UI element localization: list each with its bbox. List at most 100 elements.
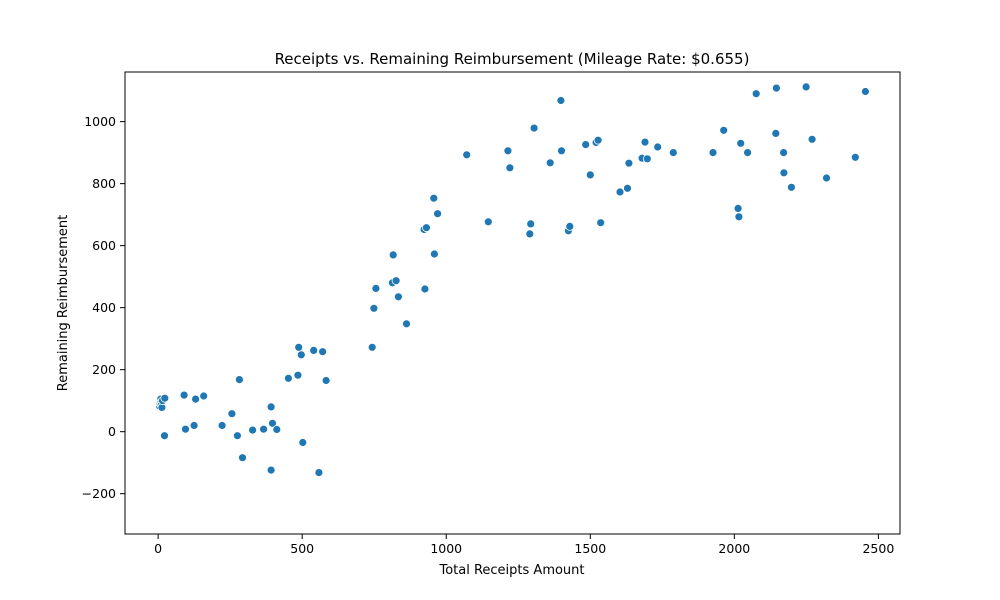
x-axis-label: Total Receipts Amount bbox=[438, 563, 584, 578]
data-point bbox=[321, 376, 331, 385]
data-point bbox=[266, 465, 276, 475]
data-point bbox=[505, 163, 515, 173]
data-point bbox=[294, 342, 304, 352]
data-point bbox=[801, 82, 811, 92]
x-tick-label: 1500 bbox=[574, 541, 606, 556]
data-point bbox=[298, 438, 308, 447]
data-point bbox=[779, 148, 788, 158]
data-point bbox=[367, 342, 377, 352]
data-point bbox=[733, 203, 743, 213]
data-point bbox=[640, 137, 650, 147]
data-point bbox=[429, 249, 439, 259]
data-point bbox=[160, 393, 170, 403]
data-point bbox=[807, 134, 817, 144]
data-point bbox=[217, 421, 227, 430]
data-point bbox=[402, 319, 411, 329]
data-point bbox=[615, 187, 625, 197]
plot-frame bbox=[124, 71, 901, 535]
data-point bbox=[248, 425, 258, 435]
x-tick-label: 500 bbox=[290, 541, 314, 556]
data-point bbox=[565, 221, 575, 231]
data-point bbox=[388, 250, 398, 260]
data-point bbox=[283, 373, 293, 383]
data-point bbox=[314, 468, 324, 478]
data-point bbox=[526, 219, 536, 229]
data-point bbox=[179, 390, 189, 400]
data-point bbox=[421, 223, 431, 233]
x-tick-label: 1000 bbox=[430, 541, 462, 556]
data-point bbox=[861, 87, 870, 96]
data-point bbox=[227, 409, 237, 419]
data-point bbox=[503, 146, 513, 156]
data-point bbox=[429, 193, 439, 203]
chart-title: Receipts vs. Remaining Reimbursement (Mi… bbox=[275, 50, 750, 68]
data-point bbox=[266, 402, 276, 412]
data-point bbox=[420, 284, 430, 294]
data-point bbox=[433, 209, 443, 219]
data-point bbox=[268, 418, 277, 428]
data-point bbox=[318, 347, 328, 357]
data-point bbox=[232, 431, 242, 441]
data-point bbox=[822, 173, 831, 183]
data-point bbox=[160, 431, 169, 441]
data-point bbox=[272, 425, 282, 434]
data-point bbox=[596, 218, 606, 228]
y-tick-label: 0 bbox=[108, 424, 116, 439]
data-point bbox=[234, 375, 244, 385]
x-tick-label: 0 bbox=[154, 541, 162, 556]
y-axis-label: Remaining Reimbursement bbox=[56, 215, 71, 392]
data-point bbox=[624, 158, 634, 168]
data-point bbox=[593, 135, 603, 145]
data-point bbox=[556, 96, 566, 105]
data-point bbox=[623, 183, 632, 193]
data-point bbox=[525, 229, 535, 239]
x-tick-label: 2000 bbox=[718, 541, 750, 556]
data-point bbox=[736, 138, 746, 148]
data-point bbox=[191, 394, 201, 404]
data-point bbox=[719, 125, 729, 135]
data-point bbox=[391, 276, 401, 286]
data-point bbox=[371, 283, 381, 293]
data-point bbox=[189, 421, 199, 430]
y-tick-label: 400 bbox=[92, 300, 116, 315]
data-point bbox=[772, 83, 781, 93]
data-point bbox=[734, 212, 744, 222]
data-point bbox=[483, 217, 493, 227]
data-point bbox=[199, 391, 209, 401]
data-point bbox=[557, 146, 566, 156]
data-point bbox=[181, 424, 190, 434]
data-point bbox=[529, 123, 539, 133]
data-point bbox=[585, 170, 595, 180]
data-point bbox=[238, 453, 247, 463]
data-point bbox=[369, 303, 379, 313]
data-point bbox=[642, 154, 652, 164]
y-tick-label: 200 bbox=[92, 362, 116, 377]
data-point bbox=[296, 350, 306, 360]
data-point bbox=[259, 424, 269, 434]
data-point bbox=[743, 148, 752, 158]
data-point bbox=[462, 150, 472, 160]
y-tick-label: 800 bbox=[92, 176, 116, 191]
data-point bbox=[545, 158, 555, 168]
x-axis: 0 500 1000 1500 2000 2500 bbox=[154, 534, 894, 556]
data-points bbox=[155, 82, 870, 478]
y-tick-label: 600 bbox=[92, 238, 116, 253]
data-point bbox=[708, 148, 718, 158]
data-point bbox=[581, 140, 591, 150]
y-tick-label: 1000 bbox=[84, 114, 116, 129]
data-point bbox=[850, 152, 860, 162]
data-point bbox=[779, 168, 789, 178]
data-point bbox=[293, 370, 303, 380]
data-point bbox=[771, 128, 781, 138]
data-point bbox=[787, 182, 796, 192]
data-point bbox=[393, 292, 403, 302]
y-tick-label: −200 bbox=[82, 486, 116, 501]
data-point bbox=[668, 148, 678, 158]
data-point bbox=[751, 89, 761, 99]
data-point bbox=[309, 345, 319, 355]
y-axis: −200 0 200 400 600 800 1000 bbox=[82, 114, 125, 501]
x-tick-label: 2500 bbox=[862, 541, 894, 556]
data-point bbox=[653, 142, 663, 152]
